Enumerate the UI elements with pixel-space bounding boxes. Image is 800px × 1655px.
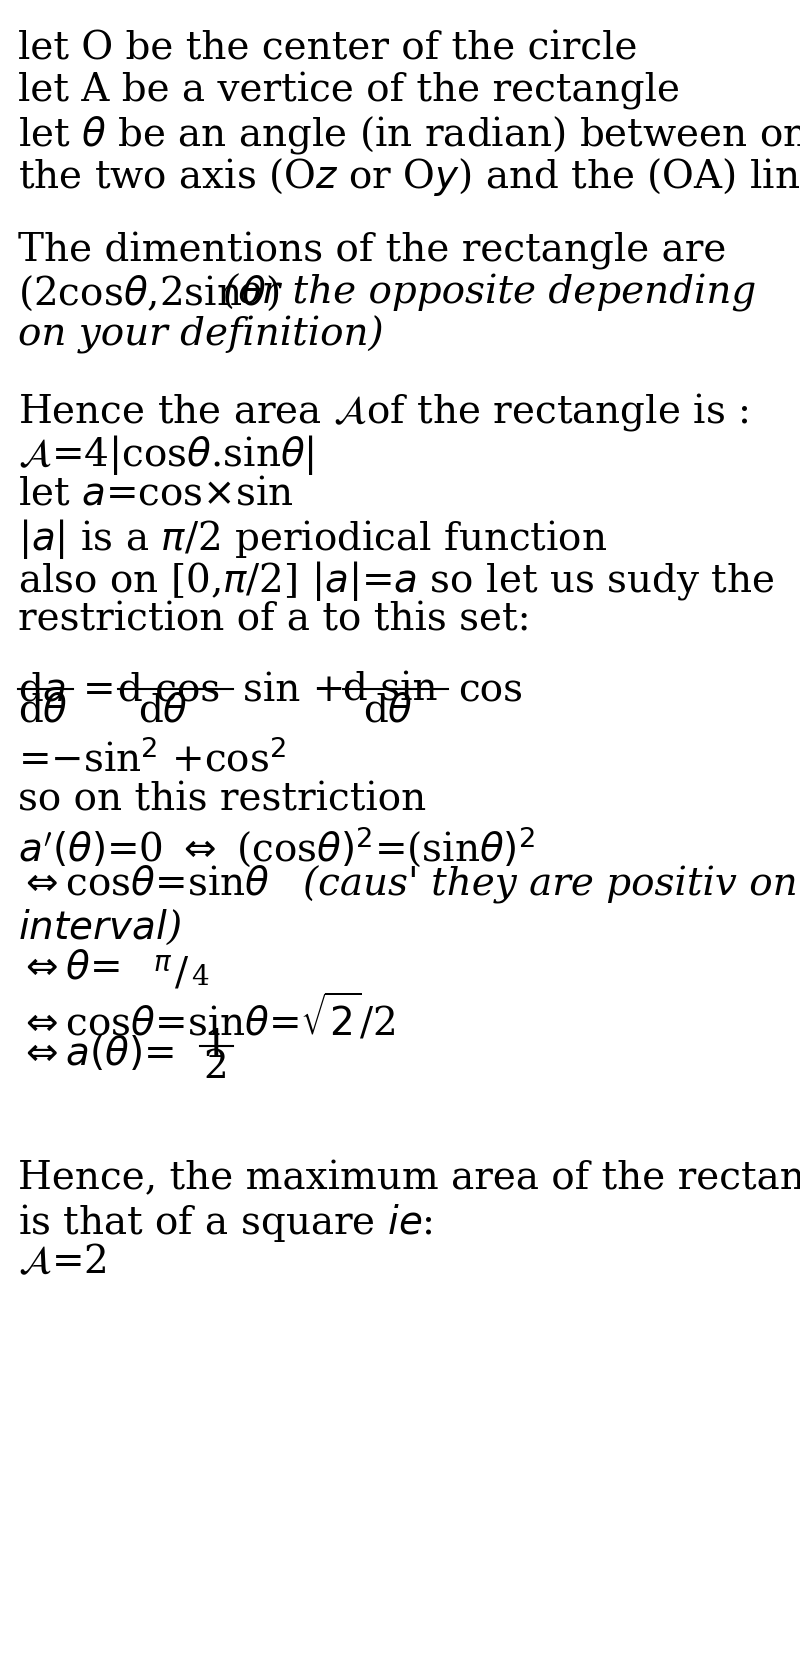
- Text: let $\theta$ be an angle (in radian) between one of: let $\theta$ be an angle (in radian) bet…: [18, 114, 800, 156]
- Text: $\pi$: $\pi$: [153, 950, 172, 976]
- Text: let O be the center of the circle: let O be the center of the circle: [18, 30, 638, 66]
- Text: (caus' they are positiv on the: (caus' they are positiv on the: [303, 866, 800, 904]
- Text: cos: cos: [458, 672, 523, 708]
- Text: so on this restriction: so on this restriction: [18, 781, 426, 818]
- Text: $\mathcal{A}$=2: $\mathcal{A}$=2: [18, 1243, 106, 1279]
- Text: $\Leftrightarrow$cos$\theta$=sin$\theta$=$\sqrt{2}$/2: $\Leftrightarrow$cos$\theta$=sin$\theta$…: [18, 991, 395, 1043]
- Text: d sin: d sin: [343, 670, 438, 708]
- Text: (2cos$\theta$,2sin$\theta$): (2cos$\theta$,2sin$\theta$): [18, 273, 282, 313]
- Text: d$\theta$: d$\theta$: [138, 692, 188, 728]
- Text: $a'(\theta)$=0 $\Leftrightarrow$ (cos$\theta)^2$=(sin$\theta)^2$: $a'(\theta)$=0 $\Leftrightarrow$ (cos$\t…: [18, 823, 535, 869]
- Text: The dimentions of the rectangle are: The dimentions of the rectangle are: [18, 232, 726, 270]
- Text: let A be a vertice of the rectangle: let A be a vertice of the rectangle: [18, 71, 680, 109]
- Text: on your definition): on your definition): [18, 316, 384, 354]
- Text: d cos: d cos: [118, 670, 220, 708]
- Text: =−sin$^2$ +cos$^2$: =−sin$^2$ +cos$^2$: [18, 740, 286, 780]
- Text: sin +: sin +: [243, 672, 358, 708]
- Text: Hence the area $\mathcal{A}$of the rectangle is :: Hence the area $\mathcal{A}$of the recta…: [18, 391, 748, 434]
- Text: 1: 1: [203, 1028, 228, 1064]
- Text: also on [0,$\pi$/2] |$a$|=$a$ so let us sudy the: also on [0,$\pi$/2] |$a$|=$a$ so let us …: [18, 559, 774, 602]
- Text: restriction of a to this set:: restriction of a to this set:: [18, 601, 530, 637]
- Text: =: =: [83, 672, 116, 708]
- Text: Hence, the maximum area of the rectangle: Hence, the maximum area of the rectangle: [18, 1158, 800, 1197]
- Text: $\Leftrightarrow$cos$\theta$=sin$\theta$: $\Leftrightarrow$cos$\theta$=sin$\theta$: [18, 866, 270, 902]
- Text: $\Leftrightarrow$$a(\theta)$=: $\Leftrightarrow$$a(\theta)$=: [18, 1033, 174, 1072]
- Text: let $a$=cos$\times$sin: let $a$=cos$\times$sin: [18, 475, 294, 511]
- Text: $\Leftrightarrow\theta$=: $\Leftrightarrow\theta$=: [18, 950, 120, 986]
- Text: d$\theta$: d$\theta$: [18, 692, 68, 728]
- Text: d$a$: d$a$: [18, 670, 66, 708]
- Text: $\mathcal{A}$=4|cos$\theta$.sin$\theta$|: $\mathcal{A}$=4|cos$\theta$.sin$\theta$|: [18, 434, 314, 477]
- Text: /: /: [175, 955, 188, 993]
- Text: |$a$| is a $\pi$/2 periodical function: |$a$| is a $\pi$/2 periodical function: [18, 516, 607, 561]
- Text: d$\theta$: d$\theta$: [363, 692, 413, 728]
- Text: 2: 2: [203, 1048, 228, 1086]
- Text: is that of a square $ie$:: is that of a square $ie$:: [18, 1202, 433, 1243]
- Text: 4: 4: [191, 963, 209, 990]
- Text: the two axis (O$z$ or O$y$) and the (OA) line: the two axis (O$z$ or O$y$) and the (OA)…: [18, 156, 800, 199]
- Text: $interval$): $interval$): [18, 907, 182, 947]
- Text: (or the opposite depending: (or the opposite depending: [223, 273, 756, 311]
